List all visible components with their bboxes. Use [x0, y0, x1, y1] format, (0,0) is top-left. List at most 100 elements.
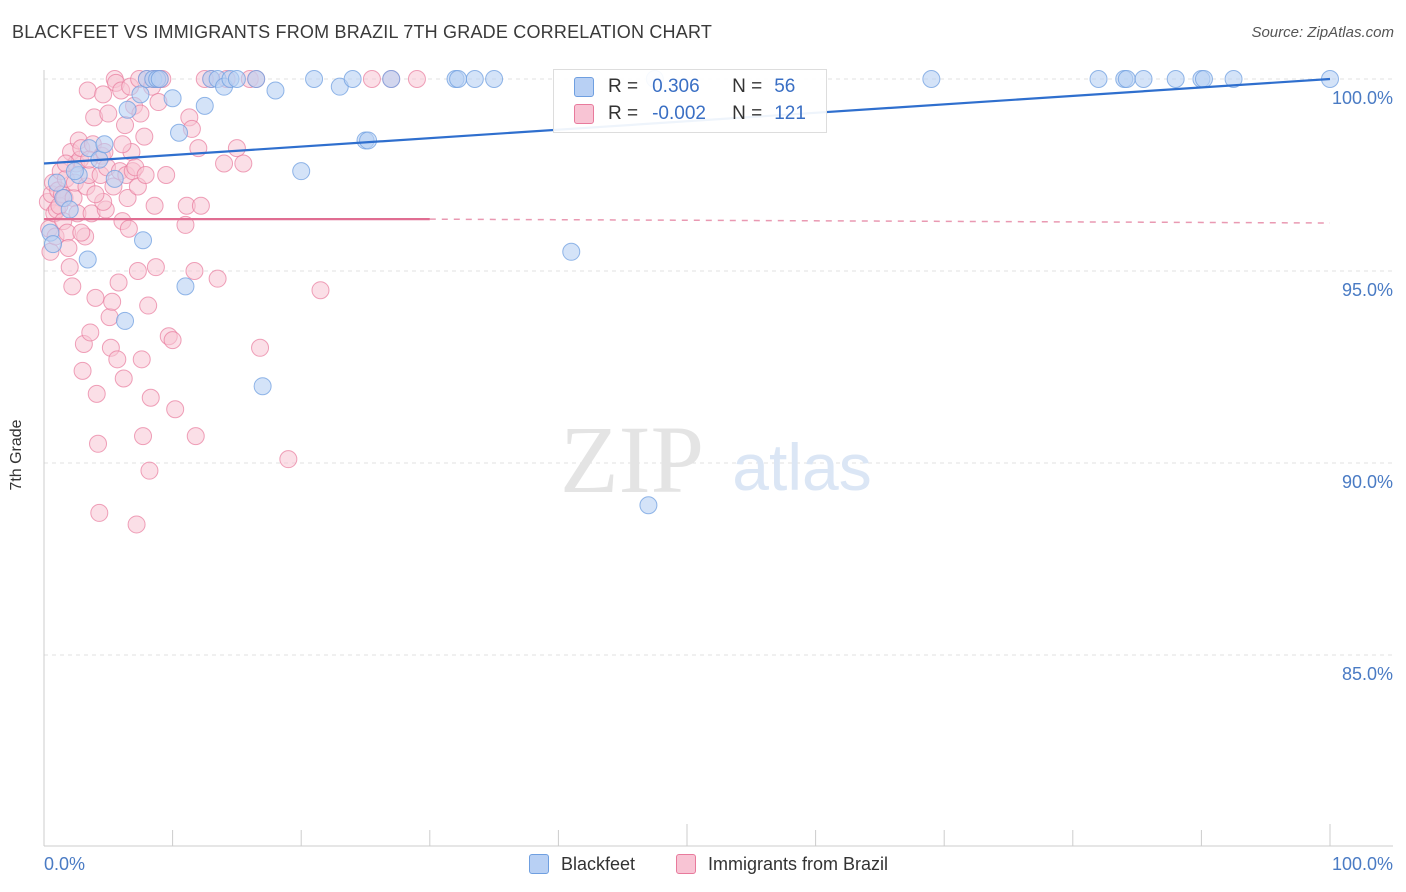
blackfeet-point — [922, 70, 941, 88]
blackfeet-point — [485, 70, 504, 88]
blackfeet-point — [382, 70, 401, 88]
brazil-point — [163, 331, 182, 350]
blackfeet-point — [639, 496, 658, 515]
brazil-point — [191, 196, 210, 215]
blackfeet-point — [449, 70, 468, 88]
brazil-point — [139, 296, 158, 315]
r-label: R = — [608, 103, 639, 124]
blackfeet-swatch-icon — [574, 77, 594, 97]
brazil-point — [118, 189, 137, 208]
brazil-point — [234, 154, 253, 173]
blackfeet-point — [1194, 70, 1213, 88]
brazil-point — [116, 116, 135, 135]
stats-legend-row-brazil: R = -0.002 N = 121 — [574, 101, 806, 127]
blackfeet-point — [118, 100, 137, 119]
brazil-point — [78, 81, 97, 100]
watermark: ZIP atlas — [560, 406, 872, 513]
brazil-point — [215, 154, 234, 173]
n-label: N = — [732, 76, 763, 97]
blackfeet-point — [253, 377, 272, 396]
blackfeet-point — [266, 81, 285, 100]
brazil-point — [59, 238, 78, 257]
brazil-point — [166, 400, 185, 419]
y-tick-label: 90.0% — [1342, 472, 1393, 492]
brazil-point — [86, 288, 105, 307]
source-credit: Source: ZipAtlas.com — [1251, 24, 1394, 41]
blackfeet-point — [1117, 70, 1136, 88]
brazil-point — [86, 185, 105, 204]
brazil-point — [81, 323, 100, 342]
brazil-point — [100, 308, 119, 327]
blackfeet-point — [134, 231, 153, 250]
brazil-point — [119, 219, 138, 238]
axes — [43, 70, 1393, 847]
brazil-point — [135, 127, 154, 146]
blackfeet-point — [562, 242, 581, 261]
brazil-point — [89, 434, 108, 453]
series-blackfeet-points — [41, 70, 1339, 515]
blackfeet-legend-icon — [529, 854, 549, 874]
blackfeet-point — [195, 96, 214, 115]
blackfeet-point — [163, 89, 182, 108]
brazil-point — [103, 292, 122, 311]
brazil-point — [109, 273, 128, 292]
brazil-trend-extension — [429, 218, 1331, 224]
brazil-point — [114, 369, 133, 388]
brazil-point — [94, 85, 113, 104]
blackfeet-point — [227, 70, 246, 88]
x-tick-label: 100.0% — [1332, 854, 1393, 874]
brazil-point — [99, 104, 118, 123]
brazil-swatch-icon — [574, 104, 594, 124]
brazil-point — [108, 350, 127, 369]
brazil-r-value: -0.002 — [652, 103, 706, 124]
blackfeet-point — [305, 70, 324, 88]
blackfeet-r-value: 0.306 — [652, 76, 700, 97]
brazil-point — [185, 262, 204, 280]
blackfeet-point — [1134, 70, 1153, 88]
blackfeet-point — [78, 250, 97, 269]
brazil-point — [157, 166, 176, 184]
brazil-legend-icon — [676, 854, 696, 874]
legend-item-brazil[interactable]: Immigrants from Brazil — [676, 852, 888, 876]
brazil-point — [72, 223, 91, 242]
blackfeet-point — [343, 70, 362, 88]
brazil-point — [90, 503, 109, 522]
x-tick-label: 0.0% — [44, 854, 85, 874]
blackfeet-point — [359, 131, 378, 150]
brazil-n-value: 121 — [774, 103, 806, 124]
n-label: N = — [732, 103, 763, 124]
blackfeet-point — [150, 70, 169, 88]
brazil-point — [146, 258, 165, 277]
brazil-point — [407, 70, 426, 88]
y-tick-label: 95.0% — [1342, 280, 1393, 300]
blackfeet-point — [1089, 70, 1108, 88]
stats-legend-row-blackfeet: R = 0.306 N = 56 — [574, 74, 795, 100]
blackfeet-point — [465, 70, 484, 88]
brazil-point — [132, 350, 151, 369]
watermark-zip: ZIP — [560, 406, 704, 513]
blackfeet-point — [292, 162, 311, 181]
blackfeet-n-value: 56 — [774, 76, 796, 97]
brazil-point — [127, 515, 146, 534]
blackfeet-point — [47, 173, 66, 192]
blackfeet-point — [176, 277, 195, 296]
watermark-atlas: atlas — [732, 430, 871, 504]
tick-labels: 85.0% 90.0% 95.0% 100.0% 0.0% 100.0% — [44, 88, 1393, 874]
brazil-point — [145, 196, 164, 215]
stats-legend: R = 0.306 N = 56 R = -0.002 N = 121 — [553, 69, 827, 133]
brazil-point — [279, 450, 298, 469]
legend-label-brazil: Immigrants from Brazil — [708, 853, 889, 874]
legend-item-blackfeet[interactable]: Blackfeet — [529, 852, 635, 876]
blackfeet-point — [44, 235, 63, 254]
brazil-point — [311, 281, 330, 300]
brazil-point — [73, 361, 92, 380]
blackfeet-point — [247, 70, 266, 88]
brazil-point — [134, 427, 153, 446]
blackfeet-point — [65, 162, 84, 181]
r-label: R = — [608, 76, 639, 97]
blackfeet-point — [116, 311, 135, 330]
brazil-point — [176, 215, 195, 234]
brazil-point — [60, 258, 79, 277]
blackfeet-point — [170, 123, 189, 142]
